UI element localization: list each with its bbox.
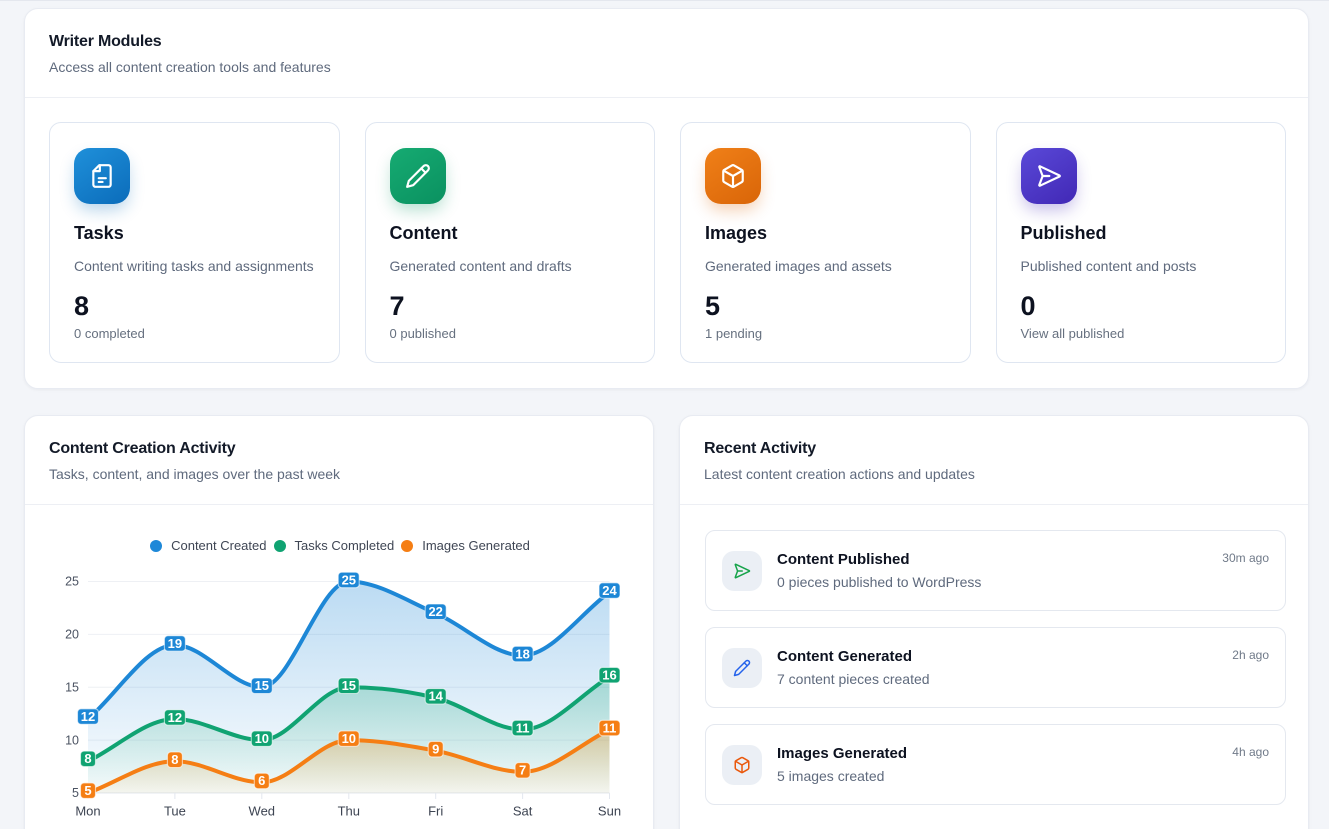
svg-text:11: 11 — [603, 720, 617, 735]
svg-text:14: 14 — [428, 689, 443, 704]
svg-text:6: 6 — [258, 773, 265, 788]
svg-text:8: 8 — [171, 752, 178, 767]
svg-text:Sun: Sun — [598, 804, 621, 819]
svg-text:15: 15 — [255, 678, 269, 693]
svg-text:15: 15 — [65, 680, 79, 694]
svg-text:Fri: Fri — [428, 804, 443, 819]
svg-text:15: 15 — [342, 678, 356, 693]
svg-text:10: 10 — [65, 733, 79, 747]
svg-text:20: 20 — [65, 628, 79, 642]
svg-text:Thu: Thu — [338, 804, 360, 819]
svg-text:12: 12 — [168, 710, 182, 725]
svg-text:10: 10 — [342, 731, 356, 746]
svg-text:25: 25 — [342, 572, 356, 587]
svg-text:Tue: Tue — [164, 804, 186, 819]
svg-text:5: 5 — [84, 783, 91, 798]
svg-text:Wed: Wed — [249, 804, 276, 819]
svg-text:8: 8 — [84, 751, 91, 766]
svg-text:25: 25 — [65, 575, 79, 589]
svg-text:Sat: Sat — [513, 804, 533, 819]
svg-text:9: 9 — [432, 742, 439, 757]
svg-text:Mon: Mon — [75, 804, 100, 819]
svg-text:11: 11 — [516, 720, 530, 735]
svg-text:7: 7 — [519, 763, 526, 778]
svg-text:16: 16 — [602, 668, 616, 683]
svg-text:12: 12 — [81, 709, 95, 724]
svg-text:5: 5 — [72, 786, 79, 800]
svg-text:24: 24 — [602, 583, 617, 598]
svg-text:18: 18 — [515, 646, 529, 661]
svg-text:10: 10 — [255, 731, 269, 746]
svg-text:19: 19 — [168, 636, 182, 651]
svg-text:22: 22 — [428, 604, 442, 619]
